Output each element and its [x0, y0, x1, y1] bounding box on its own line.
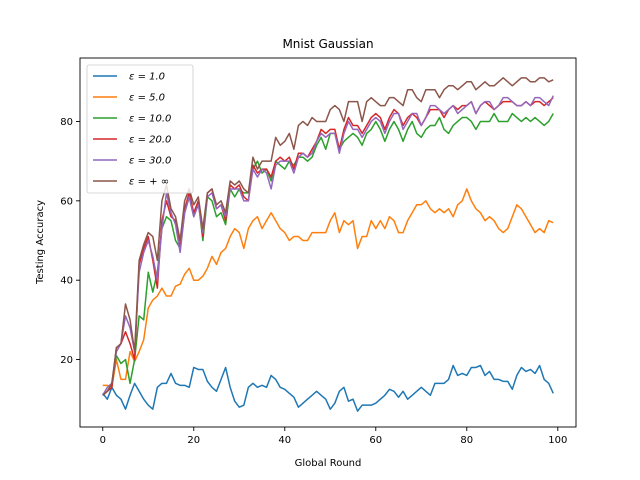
x-tick-label: 60 [369, 435, 382, 446]
legend-label-3: ε = 10.0 [129, 114, 171, 125]
legend-label-1: ε = 1.0 [129, 72, 165, 83]
y-tick-label: 40 [60, 276, 73, 287]
plot-frame [79, 57, 577, 428]
x-axis-label: Global Round [295, 458, 362, 469]
series-layer [102, 77, 554, 412]
x-tick-label: 80 [460, 435, 473, 446]
legend-label-4: ε = 20.0 [129, 135, 171, 146]
x-tick-label: 40 [278, 435, 291, 446]
legend-label-6: ε = + ∞ [129, 177, 169, 188]
y-axis-label: Testing Accuracy [35, 200, 46, 285]
legend-label-2: ε = 5.0 [129, 93, 165, 104]
series-line-6 [102, 77, 554, 396]
y-tick-label: 80 [60, 117, 73, 128]
chart-title: Mnist Gaussian [282, 37, 373, 51]
series-line-5 [102, 95, 554, 396]
series-line-3 [102, 112, 554, 396]
series-line-1 [102, 364, 554, 412]
x-tick-label: 100 [548, 435, 567, 446]
x-tick-label: 20 [187, 435, 200, 446]
legend: ε = 1.0 ε = 5.0 ε = 10.0 ε = 20.0 ε = 30.0 ε … [86, 64, 194, 194]
legend-box [86, 64, 194, 194]
legend-label-5: ε = 30.0 [129, 156, 171, 167]
x-tick-label: 0 [100, 435, 106, 446]
y-tick-label: 20 [60, 355, 73, 366]
x-axis: 0 20 40 60 80 100 [100, 427, 567, 446]
y-axis: 20 40 60 80 [60, 117, 80, 366]
y-tick-label: 60 [60, 196, 73, 207]
series-line-2 [102, 188, 554, 389]
